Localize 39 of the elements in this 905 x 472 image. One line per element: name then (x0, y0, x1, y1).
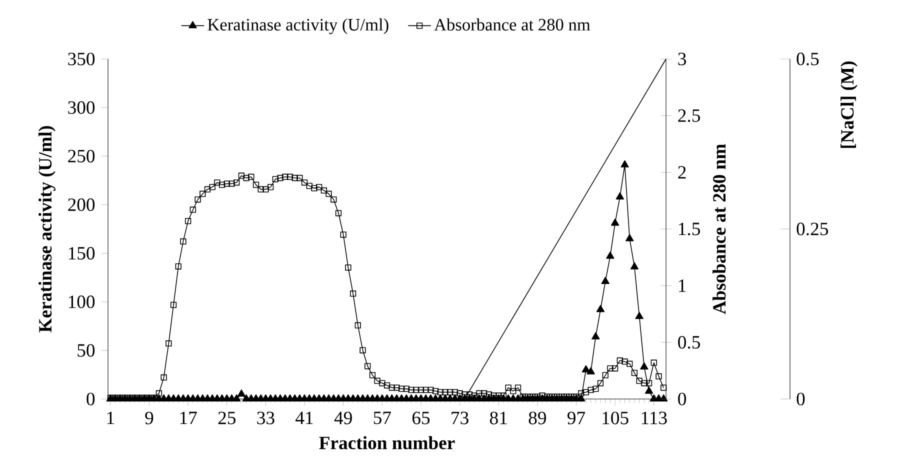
y2-tick-label: 2 (678, 166, 686, 179)
y3-axis-title: [NaCl] (M) (840, 62, 858, 148)
y2-tick-label: 0.5 (678, 336, 700, 349)
y3-tick-label: 0.25 (796, 222, 828, 236)
x-tick-label: 25 (218, 412, 236, 424)
x-tick-label: 81 (490, 412, 507, 424)
legend-label: Absorbance at 280 nm (434, 18, 590, 31)
x-tick-label: 1 (107, 412, 114, 424)
x-tick-label: 9 (145, 412, 154, 424)
x-tick-label: 57 (374, 412, 391, 424)
y3-tick-label: 0 (796, 392, 805, 406)
y2-tick-label: 1 (679, 279, 686, 292)
y2-axis-title: Absobance at 280 nm (712, 144, 726, 314)
x-tick-label: 89 (528, 412, 546, 424)
y-tick-label: 200 (68, 198, 95, 212)
y-tick-label: 150 (68, 246, 95, 260)
x-tick-label: 49 (334, 412, 352, 424)
y2-tick-label: 0 (678, 392, 686, 406)
y2-tick-label: 1.5 (679, 222, 700, 236)
y-tick-label: 300 (68, 101, 95, 114)
x-tick-label: 97 (568, 412, 586, 424)
y-tick-label: 0 (86, 392, 95, 406)
x-tick-label: 105 (602, 412, 628, 424)
y2-tick-label: 3 (678, 52, 686, 66)
y-axis-title: Keratinase activity (U/ml) (38, 126, 56, 332)
y-tick-label: 250 (68, 150, 95, 162)
y-tick-label: 350 (68, 52, 95, 66)
y-tick-label: 100 (68, 296, 95, 308)
x-tick-label: 41 (296, 412, 313, 424)
x-tick-label: 113 (642, 412, 667, 424)
y-tick-label: 50 (78, 344, 95, 357)
x-tick-label: 33 (257, 412, 274, 424)
x-axis-title: Fraction number (319, 436, 455, 450)
x-tick-label: 65 (412, 412, 430, 424)
legend-label: Keratinase activity (U/ml) (208, 18, 388, 34)
y3-tick-label: 0.5 (796, 52, 819, 66)
y2-tick-label: 2.5 (678, 109, 700, 122)
x-tick-label: 73 (452, 412, 468, 424)
x-tick-label: 17 (180, 412, 197, 424)
